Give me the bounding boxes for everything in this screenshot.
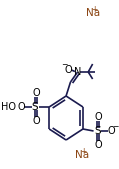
Text: O: O: [107, 126, 115, 136]
Text: +: +: [91, 6, 98, 15]
Text: O: O: [94, 112, 102, 122]
Text: −: −: [113, 123, 119, 131]
Text: HO: HO: [1, 102, 16, 112]
Text: S: S: [95, 126, 101, 136]
Text: Na: Na: [86, 8, 101, 18]
Text: O: O: [32, 116, 40, 126]
Text: N: N: [74, 67, 81, 77]
Text: O: O: [64, 65, 72, 75]
Text: O: O: [32, 88, 40, 98]
Text: O: O: [94, 140, 102, 150]
Text: S: S: [32, 102, 38, 112]
Text: Na: Na: [75, 150, 89, 160]
Text: −: −: [61, 61, 67, 69]
Text: O: O: [17, 102, 25, 112]
Text: +: +: [80, 148, 86, 156]
